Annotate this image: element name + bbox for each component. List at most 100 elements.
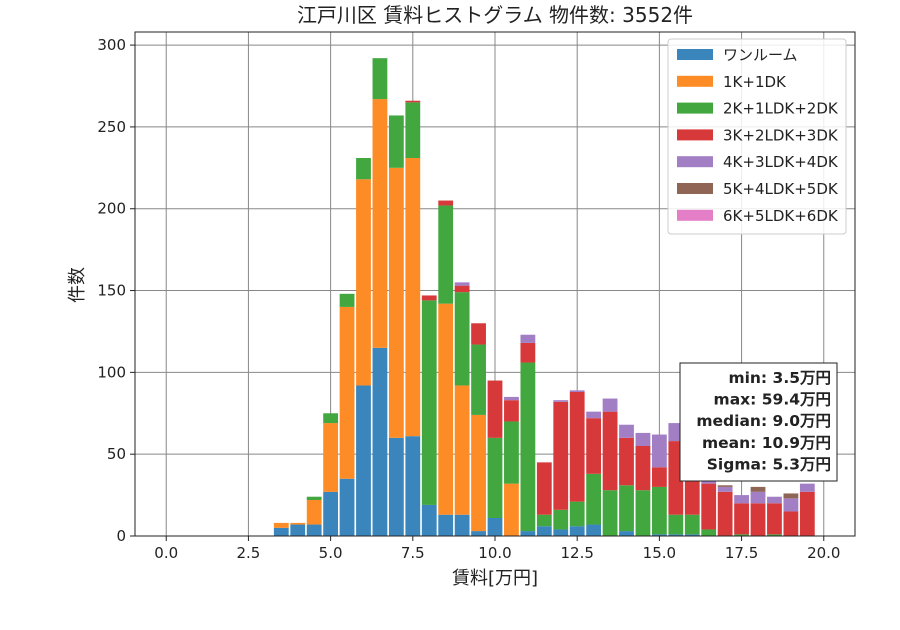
histogram-bar [504, 483, 519, 536]
histogram-bar [421, 504, 437, 536]
histogram-bar [783, 493, 799, 499]
legend-swatch [677, 75, 713, 87]
histogram-bar [553, 509, 569, 530]
x-axis-label: 賃料[万円] [452, 568, 538, 589]
histogram-bar [339, 478, 355, 536]
histogram-bar [454, 285, 470, 293]
histogram-bar [388, 437, 404, 536]
histogram-bar [619, 531, 634, 536]
histogram-bar [602, 411, 618, 491]
legend-swatch [677, 183, 713, 194]
histogram-bar [520, 334, 536, 343]
histogram-bar [635, 432, 651, 446]
histogram-bar [651, 486, 667, 535]
histogram-bar [619, 424, 634, 438]
histogram-bar [290, 522, 306, 525]
bars [273, 58, 815, 536]
x-tick-label: 15.0 [643, 544, 676, 562]
histogram-bar [438, 205, 454, 304]
stats-line: min: 3.5万円 [728, 369, 831, 387]
histogram-bar [602, 398, 618, 412]
x-tick-label: 0.0 [154, 544, 178, 562]
stats-line: mean: 10.9万円 [702, 434, 831, 452]
histogram-bar [701, 483, 717, 530]
stats-line: median: 9.0万円 [696, 412, 831, 430]
histogram-bar [536, 526, 552, 536]
histogram-bar [388, 167, 404, 438]
histogram-bar [372, 347, 388, 536]
histogram-bar [586, 418, 602, 474]
histogram-bar [619, 485, 634, 532]
histogram-bar [635, 490, 651, 536]
y-tick-label: 200 [97, 200, 126, 218]
histogram-bar [454, 514, 470, 536]
histogram-bar [767, 534, 782, 536]
histogram-bar [339, 306, 355, 479]
y-axis-label: 件数 [67, 267, 88, 303]
histogram-bar [454, 385, 470, 515]
legend-swatch [677, 209, 713, 221]
histogram-bar [783, 511, 799, 536]
histogram-bar [586, 524, 602, 536]
histogram-bar [471, 531, 486, 536]
stats-line: max: 59.4万円 [714, 391, 831, 409]
histogram-bar [405, 158, 421, 437]
histogram-bar [799, 491, 815, 536]
legend-label: 1K+1DK [723, 73, 787, 91]
histogram-bar [487, 518, 503, 536]
histogram-bar [684, 534, 700, 536]
histogram-bar [799, 483, 815, 492]
histogram-bar [356, 179, 371, 386]
legend-swatch [677, 156, 713, 168]
histogram-bar [635, 446, 651, 491]
histogram-bar [750, 486, 766, 492]
ticks: 0.0 2.5 5.0 7.5 10.0 12.5 15.0 17.5 20.0 0 50 100 15… [97, 36, 840, 562]
y-tick-label: 300 [97, 36, 126, 54]
histogram-bar [487, 437, 503, 518]
histogram-bar [356, 158, 371, 180]
histogram-bar [717, 491, 733, 536]
histogram-bar [734, 495, 749, 504]
histogram-bar [783, 498, 799, 512]
histogram-bar [717, 485, 733, 487]
histogram-bar [471, 323, 486, 345]
histogram-bar [651, 434, 667, 468]
stats-box: min: 3.5万円 max: 59.4万円 median: 9.0万円 mean: … [679, 362, 838, 482]
histogram-bar [504, 421, 519, 484]
histogram-bar [651, 534, 667, 536]
histogram-bar [750, 503, 766, 536]
histogram-bar [471, 344, 486, 415]
legend-label: ワンルーム [723, 46, 798, 64]
histogram-bar [323, 491, 339, 536]
histogram-bar [454, 292, 470, 386]
histogram-bar [356, 385, 371, 536]
histogram-bar [273, 522, 289, 528]
y-tick-label: 50 [107, 445, 126, 463]
histogram-bar [520, 342, 536, 363]
histogram-bar [438, 514, 454, 536]
histogram-bar [553, 401, 569, 510]
y-tick-label: 100 [97, 363, 126, 381]
histogram-bar [734, 503, 749, 535]
histogram-bar [290, 524, 306, 536]
x-tick-label: 7.5 [401, 544, 425, 562]
histogram-bar [306, 500, 322, 525]
legend-label: 6K+5LDK+6DK [723, 207, 839, 225]
histogram-bar [684, 514, 700, 535]
legend: ワンルーム 1K+1DK 2K+1LDK+2DK 3K+2LDK+3DK 4K+3LDK… [667, 38, 847, 235]
histogram-bar [372, 99, 388, 348]
histogram-bar [405, 100, 421, 103]
histogram-bar [504, 396, 519, 401]
x-tick-label: 17.5 [725, 544, 758, 562]
histogram-bar [372, 58, 388, 100]
histogram-bar [569, 501, 585, 527]
histogram-bar [586, 411, 602, 419]
histogram-bar [553, 400, 569, 402]
stats-frame [679, 362, 838, 482]
histogram-bar [487, 380, 503, 438]
x-tick-label: 20.0 [807, 544, 840, 562]
histogram-bar [569, 392, 585, 502]
histogram-bar [701, 529, 717, 536]
legend-swatch [677, 49, 713, 60]
histogram-bar [405, 436, 421, 536]
